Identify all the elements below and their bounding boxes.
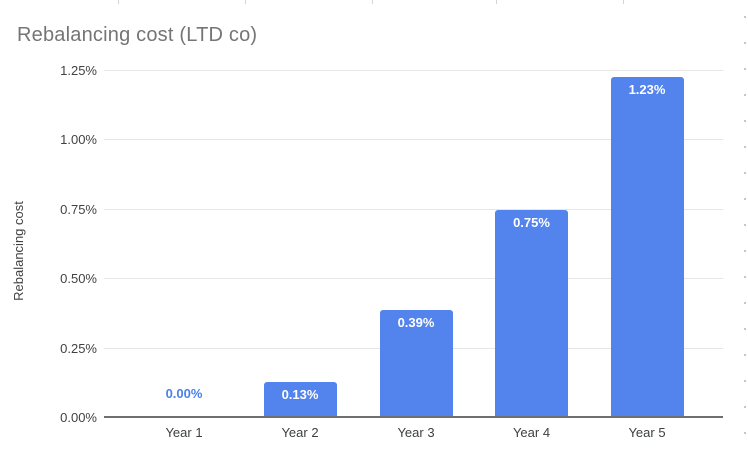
bar-year-3[interactable] <box>379 309 453 418</box>
column-gridline-tick <box>496 0 497 4</box>
x-tick-label: Year 5 <box>628 425 666 440</box>
gridline <box>104 278 723 280</box>
bar-value-label: 1.23% <box>628 81 666 97</box>
x-tick-label: Year 2 <box>281 425 319 440</box>
bar-value-label: 0.13% <box>281 386 319 402</box>
y-tick-label: 1.00% <box>60 132 97 148</box>
column-gridline-tick <box>623 0 624 4</box>
bar-value-label: 0.39% <box>397 314 435 330</box>
column-gridline-tick <box>245 0 246 4</box>
spreadsheet-row-dots <box>744 16 746 454</box>
gridline <box>104 70 723 71</box>
gridline <box>104 208 723 210</box>
y-tick-label: 1.25% <box>60 63 97 78</box>
plot-area: 0.00% 0.13% 0.39% 0.75% 1.23% <box>104 70 723 418</box>
x-axis-line <box>104 416 723 418</box>
gridline <box>104 139 723 141</box>
y-tick-label: 0.75% <box>60 201 97 217</box>
bar-value-label: 0.00% <box>165 386 203 401</box>
column-gridline-tick <box>118 0 119 4</box>
y-tick-label: 0.00% <box>60 410 97 425</box>
x-tick-label: Year 3 <box>397 425 435 440</box>
column-gridline-tick <box>372 0 373 4</box>
bar-value-label: 0.75% <box>513 214 550 230</box>
x-tick-label: Year 4 <box>512 425 551 440</box>
y-tick-label: 0.25% <box>60 340 97 356</box>
bar-year-5[interactable] <box>610 76 684 418</box>
chart-title: Rebalancing cost (LTD co) <box>17 24 258 46</box>
bar-year-4[interactable] <box>495 209 568 418</box>
y-tick-label: 0.50% <box>60 271 97 287</box>
bar-year-2[interactable] <box>263 381 337 418</box>
x-tick-label: Year 1 <box>165 425 203 440</box>
